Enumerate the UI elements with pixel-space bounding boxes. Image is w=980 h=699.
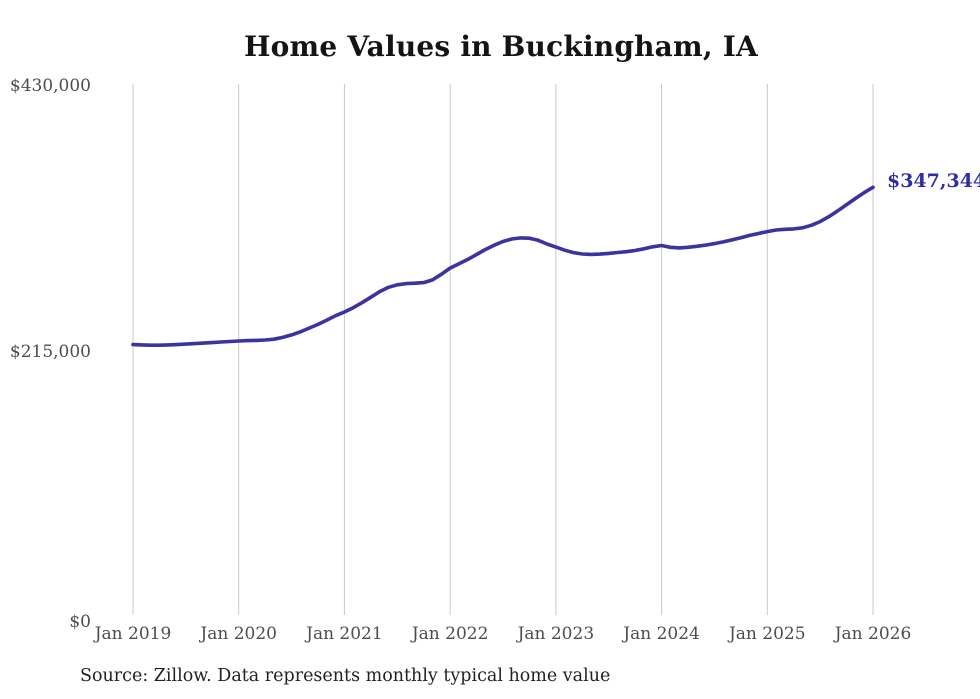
x-tick-label: Jan 2020 <box>198 624 277 644</box>
y-axis-ticks: $430,000 $215,000 $0 <box>10 76 91 632</box>
chart-title: Home Values in Buckingham, IA <box>244 30 758 63</box>
x-tick-label: Jan 2021 <box>304 624 383 644</box>
y-tick-label: $0 <box>69 612 91 632</box>
x-tick-label: Jan 2024 <box>621 624 700 644</box>
x-tick-label: Jan 2023 <box>516 624 595 644</box>
source-note: Source: Zillow. Data represents monthly … <box>80 666 611 686</box>
x-tick-label: Jan 2019 <box>93 624 172 644</box>
latest-value-label: $347,344 <box>887 170 980 192</box>
x-axis-ticks: Jan 2019 Jan 2020 Jan 2021 Jan 2022 Jan 2023… <box>93 624 912 644</box>
x-tick-label: Jan 2026 <box>833 624 912 644</box>
y-tick-label: $215,000 <box>10 342 91 362</box>
gridlines <box>132 84 874 615</box>
home-value-line <box>131 185 875 348</box>
y-tick-label: $430,000 <box>10 76 91 96</box>
x-tick-label: Jan 2025 <box>727 624 806 644</box>
x-tick-label: Jan 2022 <box>410 624 489 644</box>
